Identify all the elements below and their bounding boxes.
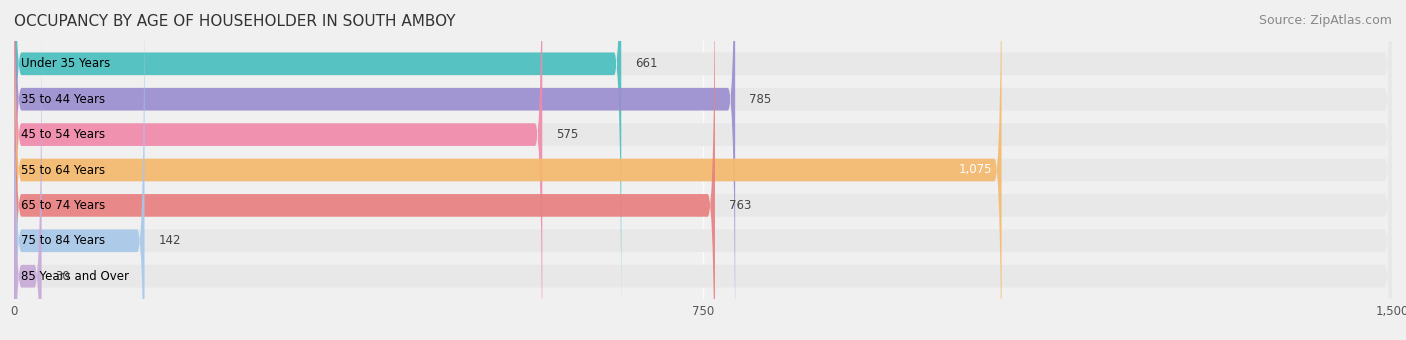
FancyBboxPatch shape [14,0,621,336]
FancyBboxPatch shape [14,0,1392,340]
Text: Source: ZipAtlas.com: Source: ZipAtlas.com [1258,14,1392,27]
Text: 65 to 74 Years: 65 to 74 Years [21,199,105,212]
FancyBboxPatch shape [14,0,1392,340]
FancyBboxPatch shape [14,0,1392,340]
Text: Under 35 Years: Under 35 Years [21,57,111,70]
Text: 85 Years and Over: 85 Years and Over [21,270,129,283]
FancyBboxPatch shape [14,0,1392,340]
Text: 75 to 84 Years: 75 to 84 Years [21,234,105,247]
FancyBboxPatch shape [14,0,543,340]
Text: 1,075: 1,075 [959,164,993,176]
FancyBboxPatch shape [14,4,42,340]
Text: 763: 763 [728,199,751,212]
Text: 30: 30 [55,270,70,283]
FancyBboxPatch shape [14,0,735,340]
FancyBboxPatch shape [14,0,1001,340]
FancyBboxPatch shape [14,0,145,340]
Text: 575: 575 [555,128,578,141]
Text: OCCUPANCY BY AGE OF HOUSEHOLDER IN SOUTH AMBOY: OCCUPANCY BY AGE OF HOUSEHOLDER IN SOUTH… [14,14,456,29]
FancyBboxPatch shape [14,4,1392,340]
FancyBboxPatch shape [14,0,1392,340]
Text: 55 to 64 Years: 55 to 64 Years [21,164,105,176]
Text: 35 to 44 Years: 35 to 44 Years [21,93,105,106]
FancyBboxPatch shape [14,0,714,340]
Text: 661: 661 [636,57,658,70]
FancyBboxPatch shape [14,0,1392,336]
Text: 45 to 54 Years: 45 to 54 Years [21,128,105,141]
Text: 142: 142 [159,234,181,247]
Text: 785: 785 [749,93,770,106]
